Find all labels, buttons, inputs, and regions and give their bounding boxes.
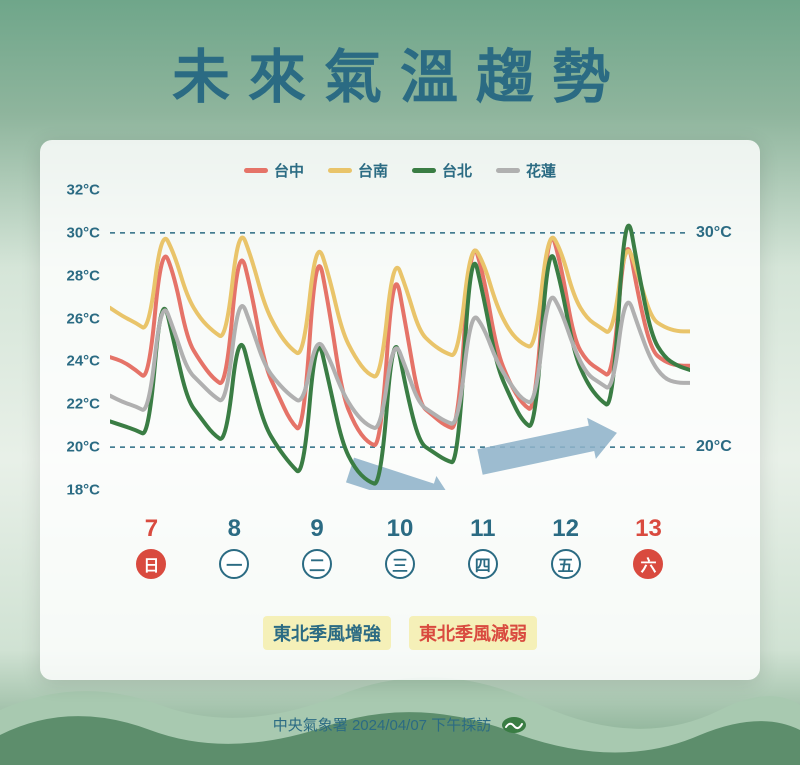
y-tick-label: 30°C bbox=[66, 224, 100, 241]
x-tick: 13 六 bbox=[633, 515, 663, 579]
legend-swatch bbox=[496, 168, 520, 173]
y-tick-label: 18°C bbox=[66, 482, 100, 499]
legend: 台中 台南 台北 花蓮 bbox=[40, 160, 760, 181]
y-ref-label: 30°C bbox=[696, 224, 732, 242]
y-axis-labels-right: 30°C 20°C bbox=[690, 190, 760, 490]
legend-swatch bbox=[244, 168, 268, 173]
x-weekday-badge: 日 bbox=[136, 549, 166, 579]
legend-label: 台南 bbox=[358, 160, 388, 181]
y-tick-label: 24°C bbox=[66, 353, 100, 370]
page-title: 未來氣溫趨勢 bbox=[0, 30, 800, 114]
legend-label: 花蓮 bbox=[526, 160, 556, 181]
y-tick-label: 28°C bbox=[66, 267, 100, 284]
x-weekday-badge: 三 bbox=[385, 549, 415, 579]
y-tick-label: 26°C bbox=[66, 310, 100, 327]
x-weekday-badge: 二 bbox=[302, 549, 332, 579]
footer: 中央氣象署 2024/04/07 下午採訪 bbox=[0, 714, 800, 735]
y-axis-labels-left: 32°C30°C28°C26°C24°C22°C20°C18°C bbox=[40, 190, 108, 490]
x-weekday-badge: 一 bbox=[219, 549, 249, 579]
legend-label: 台中 bbox=[274, 160, 304, 181]
x-tick: 7日 bbox=[136, 515, 166, 579]
trend-arrow bbox=[344, 450, 462, 490]
x-weekday-badge: 四 bbox=[468, 549, 498, 579]
x-date: 11 bbox=[470, 515, 495, 543]
x-weekday-badge: 五 bbox=[551, 549, 581, 579]
legend-label: 台北 bbox=[442, 160, 472, 181]
x-date: 12 bbox=[552, 515, 579, 543]
x-date: 13 bbox=[635, 515, 662, 543]
x-date: 9 bbox=[310, 515, 323, 543]
annotation-badge: 東北季風增強 bbox=[263, 616, 391, 650]
x-tick: 10 三 bbox=[385, 515, 415, 579]
x-weekday-badge: 六 bbox=[633, 549, 663, 579]
x-tick: 8一 bbox=[219, 515, 249, 579]
chart-card: 台中 台南 台北 花蓮 32°C 30°C 28°C 26°C 24°C 22°C 20°C 18°… bbox=[40, 140, 760, 680]
x-tick: 12 五 bbox=[551, 515, 581, 579]
footer-text: 中央氣象署 2024/04/07 下午採訪 bbox=[273, 714, 491, 735]
chart-plot bbox=[110, 190, 690, 490]
legend-item: 台中 bbox=[244, 160, 304, 181]
legend-swatch bbox=[412, 168, 436, 173]
annotation-badge: 東北季風減弱 bbox=[409, 616, 537, 650]
x-date: 8 bbox=[228, 515, 241, 543]
legend-item: 台南 bbox=[328, 160, 388, 181]
y-ref-label: 20°C bbox=[696, 438, 732, 456]
x-axis: 7日8一9二10三11四12五13六 bbox=[110, 515, 690, 579]
x-date: 7 bbox=[145, 515, 158, 543]
legend-swatch bbox=[328, 168, 352, 173]
y-tick-label: 22°C bbox=[66, 396, 100, 413]
x-date: 10 bbox=[387, 515, 414, 543]
legend-item: 花蓮 bbox=[496, 160, 556, 181]
annotation-row: 東北季風增強東北季風減弱 bbox=[40, 616, 760, 650]
y-tick-label: 32°C bbox=[66, 182, 100, 199]
x-tick: 11 四 bbox=[468, 515, 498, 579]
legend-item: 台北 bbox=[412, 160, 472, 181]
footer-logo-icon bbox=[501, 715, 527, 735]
trend-arrow bbox=[476, 412, 622, 482]
x-tick: 9二 bbox=[302, 515, 332, 579]
y-tick-label: 20°C bbox=[66, 439, 100, 456]
